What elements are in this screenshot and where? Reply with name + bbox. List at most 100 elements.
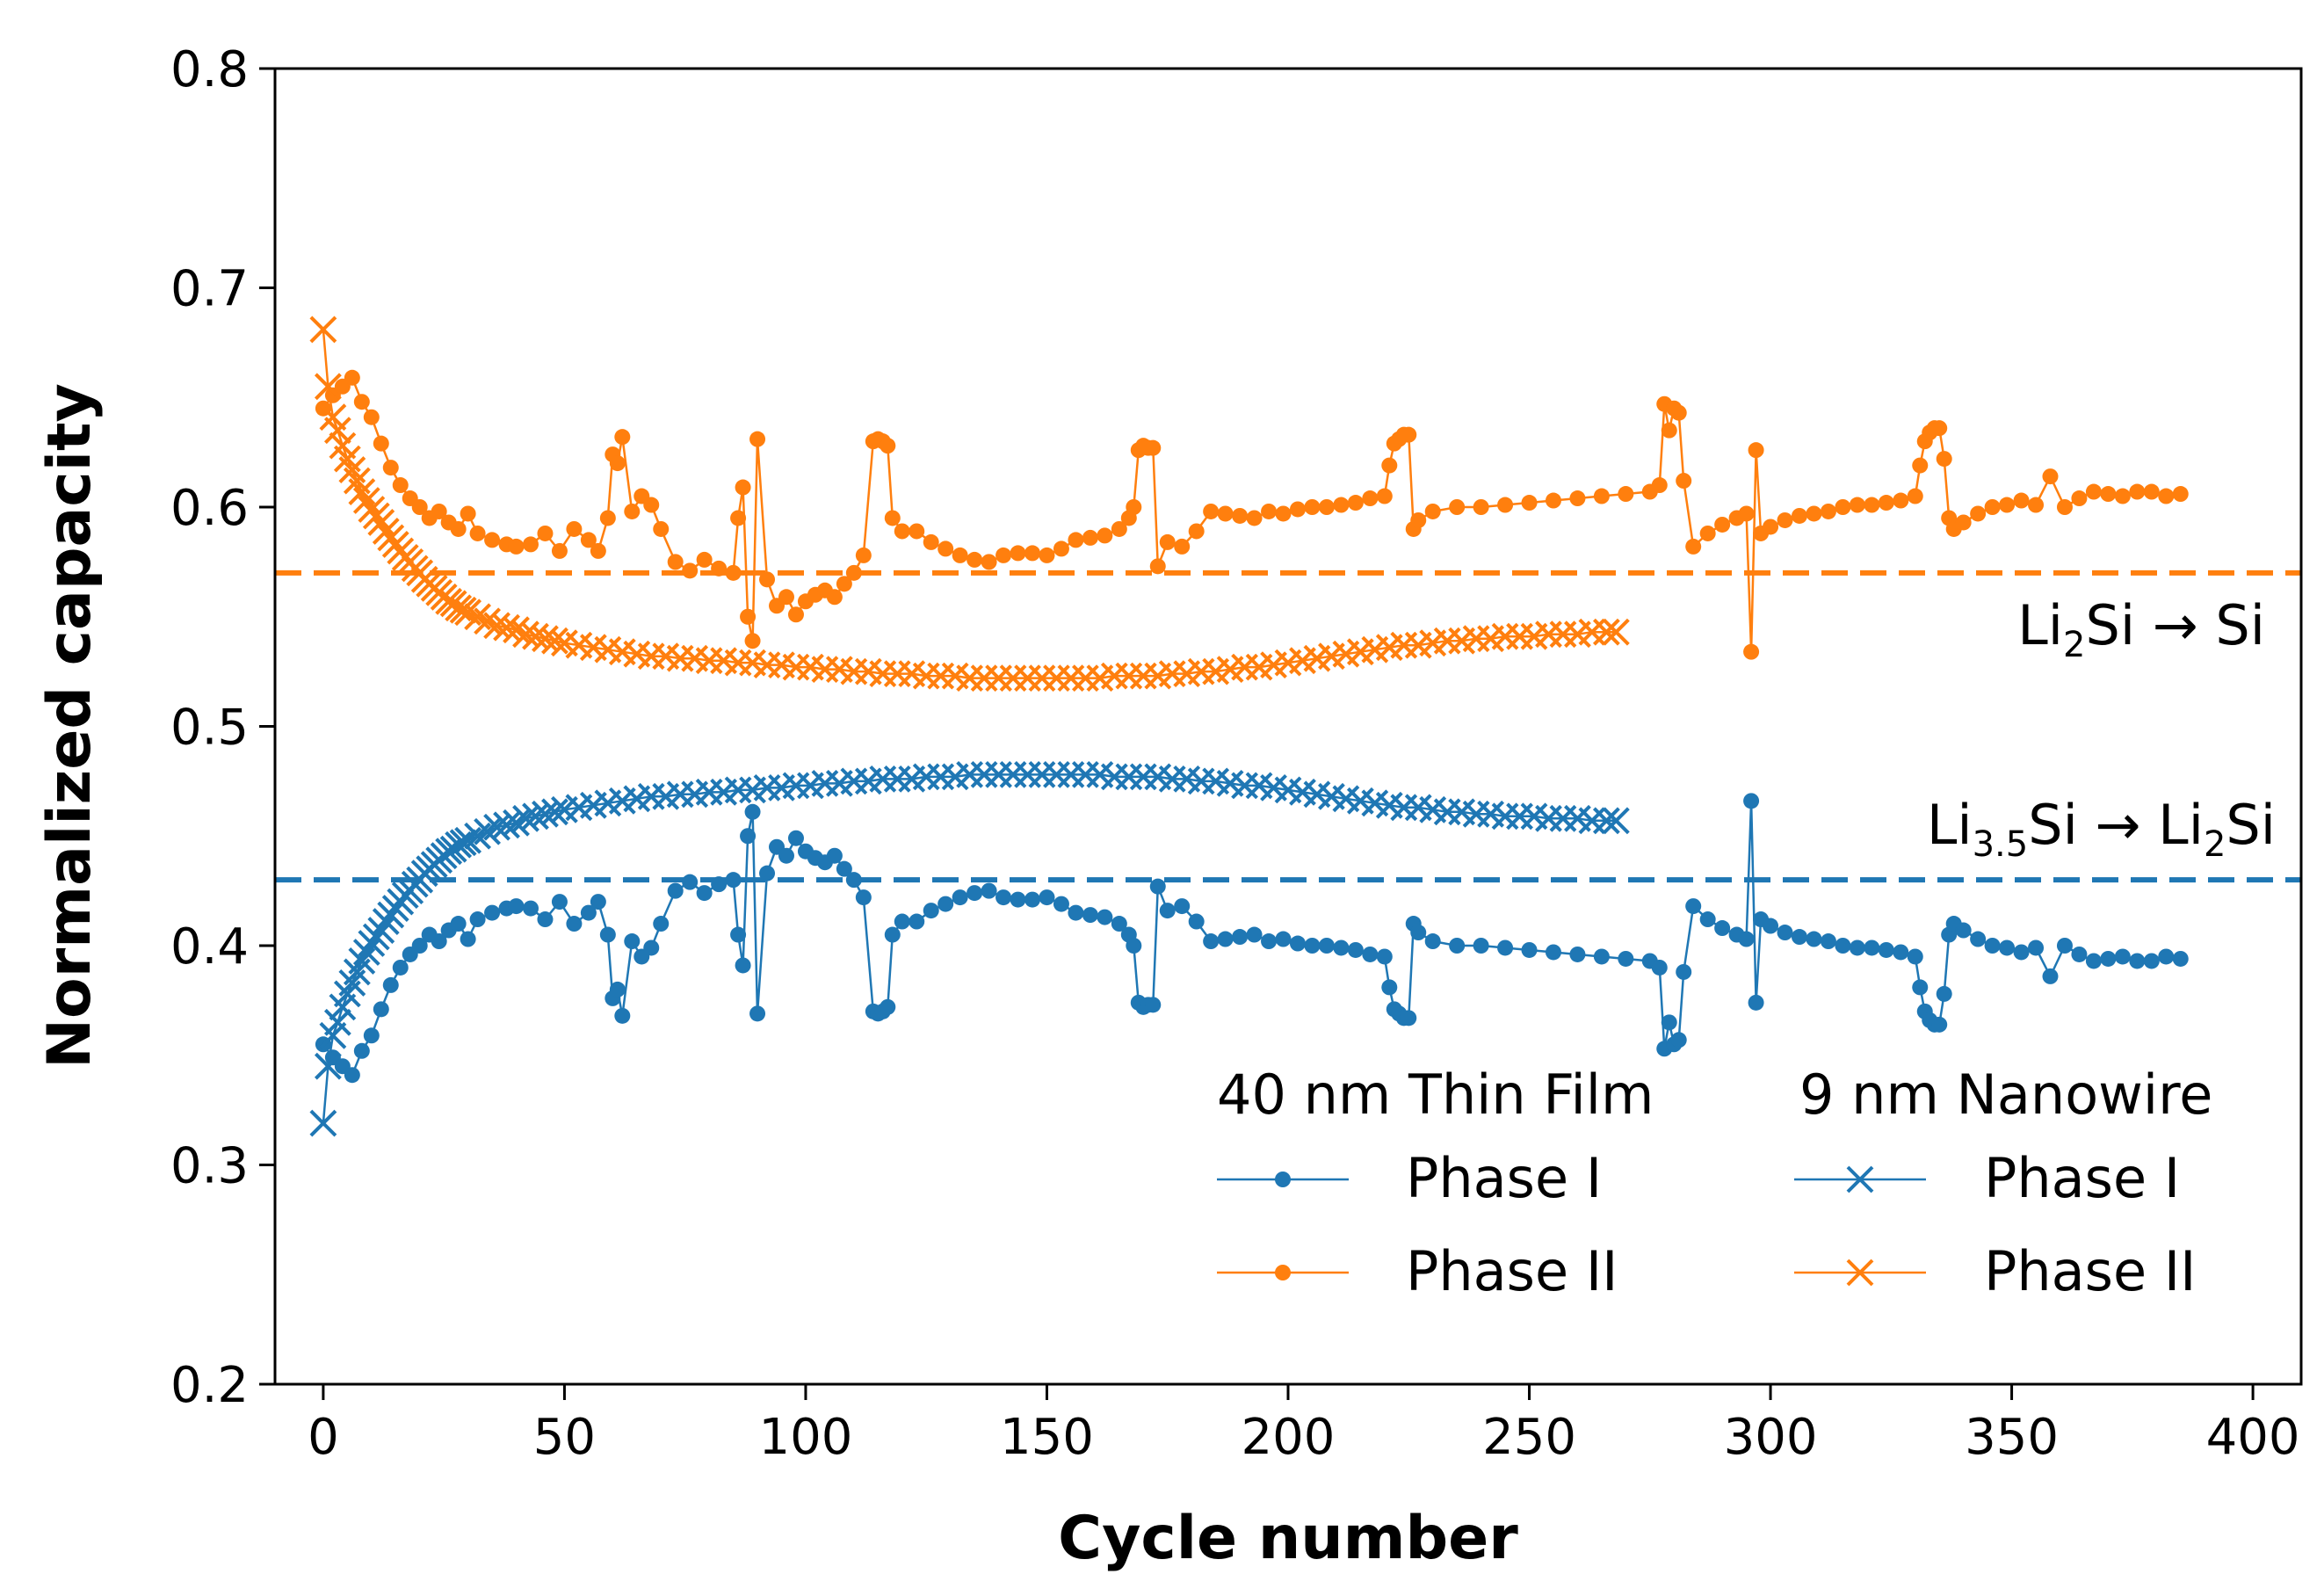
data-point bbox=[1097, 527, 1113, 544]
data-point bbox=[551, 542, 568, 559]
data-point bbox=[1304, 499, 1321, 515]
data-point bbox=[725, 872, 742, 889]
data-point bbox=[2056, 499, 2073, 515]
data-point bbox=[2071, 490, 2088, 507]
data-point bbox=[609, 455, 626, 472]
data-point bbox=[1849, 939, 1865, 956]
data-point bbox=[1714, 920, 1731, 937]
data-point bbox=[1039, 547, 1055, 563]
x-tick-label: 50 bbox=[533, 1409, 596, 1466]
data-point bbox=[1381, 979, 1398, 996]
data-point bbox=[643, 939, 660, 956]
data-point bbox=[740, 608, 757, 625]
y-axis-title: Normalized capacity bbox=[35, 383, 105, 1069]
series-nw_phase2 bbox=[309, 316, 1630, 693]
data-point bbox=[1232, 507, 1249, 524]
data-point bbox=[1676, 473, 1692, 490]
data-point bbox=[314, 1052, 342, 1080]
data-point bbox=[1748, 994, 1764, 1011]
data-point bbox=[382, 976, 399, 993]
data-point bbox=[449, 596, 477, 624]
data-point bbox=[1661, 1014, 1677, 1031]
data-point bbox=[1473, 499, 1489, 515]
data-point bbox=[667, 882, 684, 899]
data-point bbox=[1931, 1016, 1948, 1033]
data-point bbox=[1424, 503, 1441, 519]
annotation-text: Si → Si bbox=[2085, 593, 2265, 657]
data-point bbox=[411, 499, 428, 515]
data-point bbox=[382, 460, 399, 476]
data-point bbox=[1743, 643, 1760, 660]
data-point bbox=[469, 525, 486, 541]
data-point bbox=[653, 916, 670, 932]
data-point bbox=[826, 847, 843, 864]
data-point bbox=[1835, 938, 1851, 954]
data-point bbox=[735, 479, 751, 496]
data-point bbox=[1053, 540, 1069, 557]
y-tick-label: 0.6 bbox=[170, 480, 249, 537]
data-point bbox=[551, 894, 568, 910]
data-point bbox=[1024, 545, 1041, 562]
data-point bbox=[1159, 533, 1176, 550]
x-tick-label: 200 bbox=[1242, 1409, 1336, 1466]
data-point bbox=[1053, 896, 1069, 912]
data-point bbox=[323, 417, 351, 445]
data-point bbox=[1275, 505, 1292, 522]
data-point bbox=[392, 477, 409, 494]
data-point bbox=[744, 803, 761, 820]
data-point bbox=[995, 547, 1012, 563]
annotation-li35si-to-li2si: Li3.5Si → Li2Si bbox=[1927, 793, 2276, 865]
data-point bbox=[2013, 944, 2030, 961]
data-point bbox=[1362, 946, 1379, 962]
data-point bbox=[2100, 486, 2117, 503]
x-tick-label: 150 bbox=[1000, 1409, 1094, 1466]
data-point bbox=[1999, 939, 2016, 956]
data-point bbox=[1864, 939, 1880, 956]
data-point bbox=[1984, 499, 2001, 515]
data-point bbox=[995, 889, 1012, 906]
data-point bbox=[493, 811, 520, 839]
data-point bbox=[1763, 519, 1779, 535]
data-point bbox=[2158, 948, 2175, 965]
legend-entry-label: Phase II bbox=[1406, 1239, 1618, 1303]
y-tick-label: 0.3 bbox=[170, 1138, 249, 1195]
data-point bbox=[880, 998, 896, 1015]
data-point bbox=[609, 981, 626, 997]
data-point bbox=[1699, 525, 1716, 541]
data-point bbox=[344, 1067, 360, 1084]
data-point bbox=[537, 525, 554, 541]
data-point bbox=[2129, 483, 2146, 500]
data-point bbox=[682, 562, 699, 579]
data-point bbox=[1618, 486, 1634, 503]
data-point bbox=[1806, 931, 1822, 947]
data-point bbox=[348, 478, 376, 505]
annotation-li2si-to-si: Li2Si → Si bbox=[2017, 593, 2265, 665]
data-point bbox=[836, 860, 852, 877]
legend-entry-label: Phase II bbox=[1984, 1239, 2196, 1303]
data-point bbox=[711, 560, 728, 577]
data-point bbox=[711, 876, 728, 893]
data-point bbox=[787, 606, 804, 623]
data-point bbox=[1097, 909, 1113, 925]
series-tf_phase1 bbox=[315, 793, 2189, 1084]
data-point bbox=[1232, 929, 1249, 946]
data-point bbox=[1145, 439, 1162, 456]
data-point bbox=[1401, 1010, 1417, 1027]
data-point bbox=[744, 633, 761, 649]
data-point bbox=[522, 900, 539, 917]
data-point bbox=[493, 613, 520, 642]
data-point bbox=[1999, 497, 2016, 513]
data-point bbox=[1521, 495, 1538, 511]
data-point bbox=[541, 627, 568, 655]
x-axis-title: Cycle number bbox=[1058, 1504, 1518, 1573]
data-point bbox=[541, 798, 568, 826]
data-point bbox=[2028, 939, 2045, 956]
data-point bbox=[367, 509, 395, 536]
data-point bbox=[1473, 938, 1489, 954]
data-point bbox=[1126, 938, 1142, 954]
legend-group-header: 9 nm Nanowire bbox=[1799, 1063, 2212, 1127]
data-point bbox=[1849, 497, 1865, 513]
data-point bbox=[643, 497, 660, 513]
